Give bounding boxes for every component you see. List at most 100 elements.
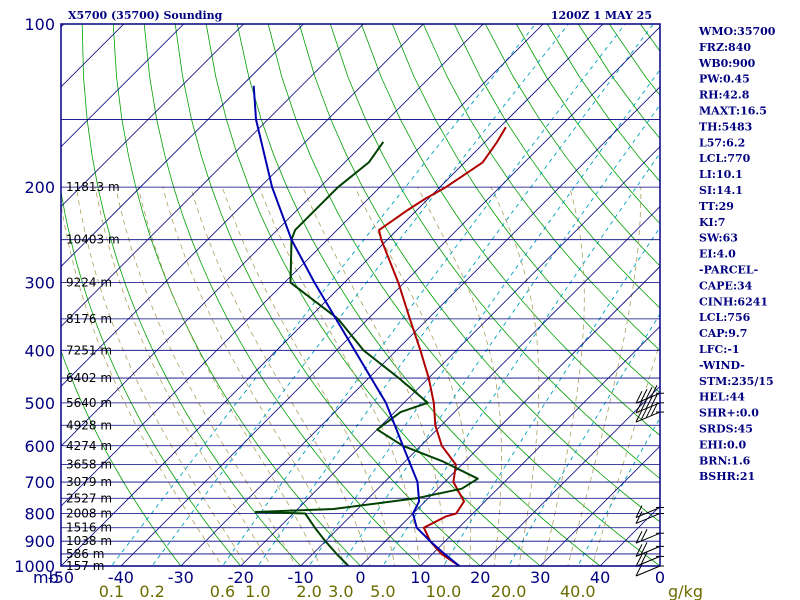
mixing-ratio-label: 10.0 bbox=[426, 582, 462, 600]
isotherm-lines bbox=[0, 24, 660, 566]
wind-barb-shaft bbox=[635, 513, 661, 524]
height-label: 9224 m bbox=[66, 276, 112, 290]
moist-adiabat bbox=[75, 187, 247, 566]
pressure-tick-label: 600 bbox=[24, 437, 55, 456]
mixing-ratio-label: 0.2 bbox=[139, 582, 164, 600]
moist-adiabat bbox=[354, 187, 472, 566]
wind-barb-flag bbox=[645, 396, 653, 410]
height-label: 586 m bbox=[66, 547, 104, 561]
index-entry: WB0:900 bbox=[698, 57, 756, 70]
pressure-tick-label: 1000 bbox=[14, 557, 55, 576]
isotherm-line bbox=[300, 206, 660, 566]
mixing-ratio-label: 5.0 bbox=[370, 582, 395, 600]
wind-barb-shaft bbox=[635, 565, 661, 577]
mixing-ratio-lines bbox=[110, 24, 660, 566]
temperature-axis: mb-50 -40 -30 -20 -10 0 10 20 30 40 0 bbox=[33, 568, 665, 587]
isotherm-line bbox=[61, 24, 184, 148]
index-entry: SRDS:45 bbox=[699, 423, 753, 436]
moist-adiabat bbox=[542, 187, 585, 566]
isotherm-line bbox=[0, 24, 4, 566]
temperature-tick-label: 0 bbox=[355, 568, 365, 587]
wind-barb-flag bbox=[650, 385, 658, 398]
index-entry: CAP:9.7 bbox=[699, 327, 747, 340]
height-label: 2527 m bbox=[66, 491, 112, 505]
index-entry: KI:7 bbox=[699, 216, 725, 229]
index-entry: L57:6.2 bbox=[699, 136, 745, 149]
dry-adiabat bbox=[267, 24, 660, 566]
height-label: 4928 m bbox=[66, 418, 112, 432]
pressure-tick-label: 500 bbox=[24, 394, 55, 413]
wind-barb-shaft bbox=[635, 545, 661, 557]
dry-adiabat bbox=[61, 349, 182, 566]
index-entry: -WIND- bbox=[699, 359, 745, 372]
index-entry: CAPE:34 bbox=[699, 279, 753, 292]
dry-adiabat bbox=[422, 24, 660, 351]
index-entry: BSHR:21 bbox=[699, 470, 755, 483]
index-entry: TH:5483 bbox=[699, 120, 752, 133]
isotherm-line bbox=[61, 24, 544, 507]
wind-barb-flag bbox=[640, 407, 648, 421]
dry-adiabat bbox=[360, 24, 660, 436]
dry-adiabat bbox=[453, 24, 660, 309]
dry-adiabat bbox=[329, 24, 660, 479]
dewpoint-trace bbox=[254, 141, 479, 566]
parcel-trace bbox=[252, 85, 460, 566]
wind-barb-flag bbox=[640, 528, 648, 542]
stability-indices-panel: WMO:35700 FRZ:840 WB0:900 PW:0.45 RH:42.8 MAX… bbox=[698, 25, 776, 483]
mixing-ratio-label: 3.0 bbox=[328, 582, 353, 600]
dry-adiabat bbox=[61, 189, 242, 566]
moist-adiabat bbox=[94, 187, 272, 566]
dry-adiabat bbox=[112, 24, 362, 566]
wind-barb-flag bbox=[635, 530, 643, 544]
height-label: 11813 m bbox=[66, 180, 120, 194]
wind-barb-flag bbox=[635, 409, 643, 423]
height-label: 10403 m bbox=[66, 233, 120, 247]
index-entry: LI:10.1 bbox=[699, 168, 743, 181]
index-entry: MAXT:16.5 bbox=[699, 105, 767, 118]
height-label: 1038 m bbox=[66, 534, 112, 548]
temperature-tick-label: 40 bbox=[590, 568, 610, 587]
isotherm-line bbox=[61, 24, 364, 327]
wind-barb-flag bbox=[635, 400, 643, 414]
pressure-tick-label: 200 bbox=[24, 178, 55, 197]
mixing-ratio-line bbox=[151, 24, 569, 566]
isotherm-line bbox=[420, 325, 660, 566]
index-entry: -PARCEL- bbox=[699, 264, 758, 277]
mixing-ratio-axis: 0.1 0.2 0.6 1.0 2.0 3.0 5.0 10.0 20.0 40.0 g/kg bbox=[99, 582, 703, 600]
moist-adiabat bbox=[137, 187, 321, 566]
mixing-ratio-line bbox=[340, 104, 660, 566]
wind-barb-flag bbox=[640, 398, 648, 412]
index-entry: WMO:35700 bbox=[698, 25, 776, 38]
pressure-axis: 100 200 300 400 500 600 700 800 900 1000 bbox=[14, 15, 55, 576]
index-entry: TT:29 bbox=[699, 200, 734, 213]
temperature-tick-label: 20 bbox=[470, 568, 490, 587]
height-label: 157 m bbox=[66, 559, 104, 573]
wind-barb-flag bbox=[635, 544, 643, 557]
height-label: 1516 m bbox=[66, 521, 112, 535]
dry-adiabat bbox=[391, 24, 660, 394]
temperature-trace bbox=[378, 126, 507, 566]
mixing-ratio-label: 0.6 bbox=[210, 582, 235, 600]
height-label: 6402 m bbox=[66, 371, 112, 385]
mixing-ratio-unit: g/kg bbox=[668, 582, 703, 600]
wind-barb-flag bbox=[635, 505, 643, 518]
index-entry: RH:42.8 bbox=[699, 89, 750, 102]
temperature-tick-label: -20 bbox=[228, 568, 254, 587]
wind-barb-flag bbox=[635, 391, 643, 404]
isotherm-line bbox=[240, 146, 660, 566]
index-entry: SHR+:0.0 bbox=[699, 407, 759, 420]
wind-barb-flag bbox=[635, 554, 643, 567]
pressure-tick-label: 400 bbox=[24, 341, 55, 360]
pressure-tick-label: 700 bbox=[24, 473, 55, 492]
temperature-tick-label: 10 bbox=[410, 568, 430, 587]
index-entry: LCL:756 bbox=[699, 311, 751, 324]
wind-barb-shaft bbox=[635, 402, 661, 414]
pressure-tick-label: 300 bbox=[24, 274, 55, 293]
wind-barb-flag bbox=[650, 394, 658, 408]
moist-adiabat bbox=[162, 187, 346, 566]
wind-barb-shaft bbox=[635, 411, 661, 423]
isotherm-line bbox=[61, 24, 244, 208]
height-label: 7251 m bbox=[66, 343, 112, 357]
wind-barb-flag bbox=[635, 511, 643, 524]
